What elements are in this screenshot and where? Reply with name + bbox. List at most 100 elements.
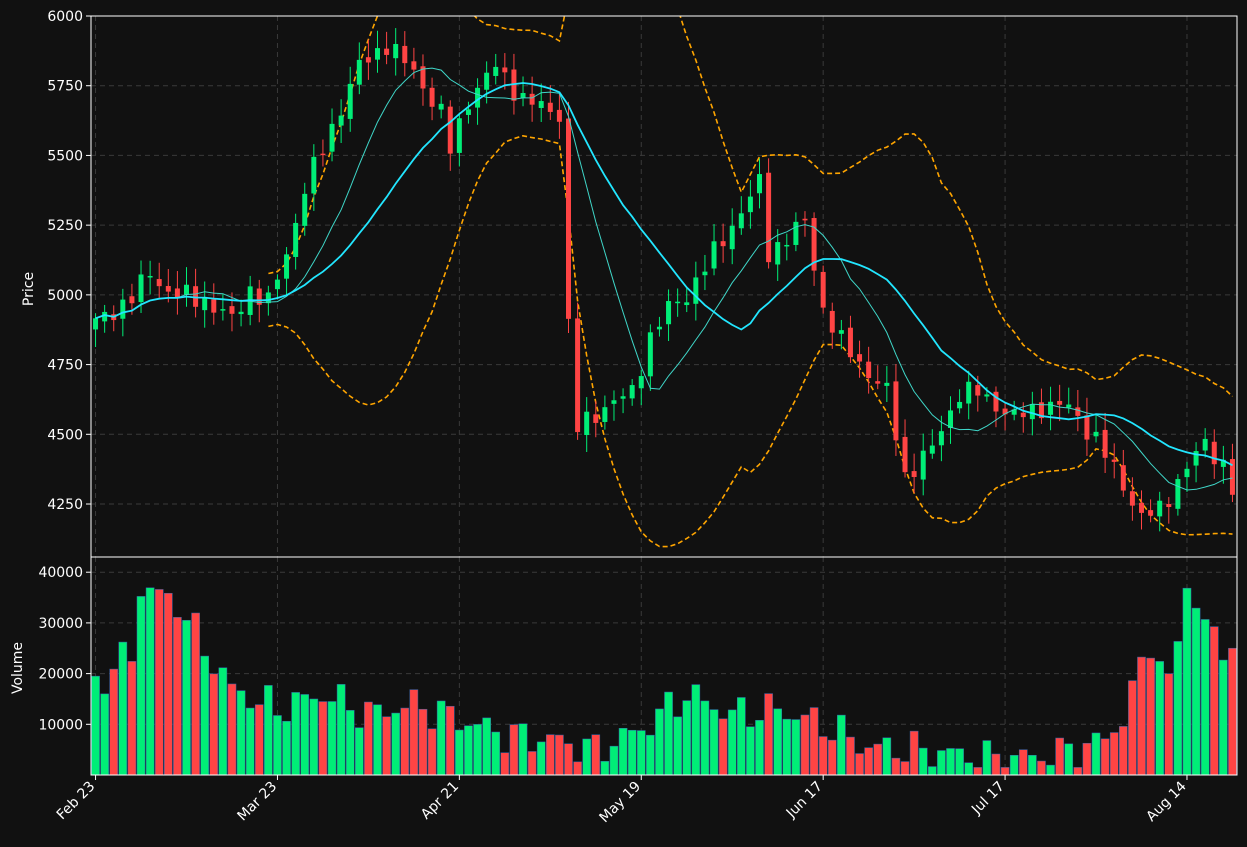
candle-body (293, 222, 299, 257)
volume-bar (882, 737, 892, 776)
volume-bar (164, 592, 173, 776)
volume-bar (573, 761, 582, 776)
volume-bars (91, 587, 1237, 776)
price-tick-label: 5500 (47, 148, 83, 164)
volume-tick-label: 40000 (38, 565, 83, 581)
volume-bar (100, 693, 109, 776)
volume-bar (1028, 754, 1037, 776)
candle-body (411, 61, 417, 70)
candle-body (656, 326, 662, 330)
volume-bar (555, 734, 564, 776)
volume-bar (482, 717, 491, 776)
volume-bar (400, 707, 410, 776)
volume-bar (1173, 641, 1183, 776)
candle-body (1202, 438, 1208, 451)
candle-body (1157, 500, 1163, 517)
candle-body (120, 299, 126, 319)
volume-bar (1137, 656, 1146, 776)
volume-bar (900, 761, 910, 776)
volume-bar (236, 690, 246, 776)
volume-bar (800, 714, 810, 776)
x-tick-label: Jun 17 (783, 779, 826, 822)
candle-body (866, 361, 872, 379)
volume-bar (682, 700, 692, 776)
candle-body (729, 225, 735, 250)
volume-panel-frame (90, 556, 1238, 776)
candle-body (966, 381, 972, 404)
volume-bar (1064, 743, 1074, 776)
candle-body (884, 382, 890, 386)
candle-body (929, 445, 935, 454)
volume-bar (200, 655, 209, 776)
candle-body (893, 381, 899, 441)
volume-bar (582, 738, 591, 776)
x-tick-label: Feb 23 (54, 779, 99, 824)
volume-bar (227, 683, 237, 776)
volume-bar (636, 730, 646, 776)
volume-bar (909, 730, 919, 776)
volume-bar (1146, 657, 1155, 776)
candle-body (456, 118, 462, 153)
volume-bar (445, 705, 455, 776)
volume-bar (1155, 661, 1164, 776)
volume-bar (1046, 764, 1055, 776)
volume-bar (536, 741, 546, 776)
candle-body (565, 118, 572, 319)
candle-body (502, 67, 508, 73)
candle-body (547, 102, 553, 112)
candle-body (675, 301, 681, 304)
candle-body (211, 299, 217, 313)
volume-bar (646, 734, 655, 776)
volume-bar (1000, 767, 1010, 776)
candle-body (1048, 401, 1054, 415)
candle-body (138, 274, 144, 303)
volume-bar (1091, 732, 1101, 776)
candle-body (311, 156, 317, 194)
bollinger-bands (268, 16, 1234, 548)
candle-body (629, 385, 635, 399)
candle-body (720, 241, 726, 247)
price-tick-label: 5250 (47, 218, 83, 234)
volume-bar (127, 661, 137, 776)
candle-body (147, 276, 153, 278)
volume-bar (1055, 737, 1064, 776)
volume-bar (318, 701, 328, 776)
volume-bar (1182, 587, 1192, 776)
volume-axis-title: Volume (10, 642, 26, 694)
volume-bar (182, 620, 191, 776)
volume-bar (673, 716, 682, 776)
volume-bar (1100, 738, 1110, 776)
candle-body (338, 115, 344, 126)
volume-panel: 10000 20000 30000 40000 Volume (10, 556, 1238, 776)
volume-bar (700, 700, 710, 776)
candle-body (984, 394, 990, 397)
candle-body (1148, 510, 1154, 516)
volume-bar (991, 753, 1001, 776)
volume-bar (282, 720, 291, 776)
candle-body (129, 296, 135, 304)
candle-body (374, 48, 381, 60)
volume-bar (336, 684, 346, 776)
volume-bar (546, 734, 555, 776)
price-tick-label: 5000 (47, 288, 83, 304)
candle-body (393, 44, 399, 59)
volume-bar (382, 716, 391, 776)
volume-bar (846, 736, 855, 776)
candle-body (402, 45, 408, 64)
volume-bar (737, 697, 746, 776)
candle-body (93, 318, 99, 330)
volume-bar (564, 743, 573, 776)
candle-body (947, 410, 954, 428)
volume-bar (491, 731, 501, 776)
volume-bar (746, 726, 755, 776)
x-tick-label: Apr 21 (418, 779, 462, 823)
volume-bar (364, 701, 373, 776)
candle-body (1111, 459, 1117, 462)
candle-body (447, 106, 453, 154)
candle-body (647, 332, 653, 377)
candle-body (857, 354, 863, 362)
candle-body (575, 318, 581, 433)
price-panel-frame (90, 15, 1238, 558)
candle-body (756, 174, 763, 194)
